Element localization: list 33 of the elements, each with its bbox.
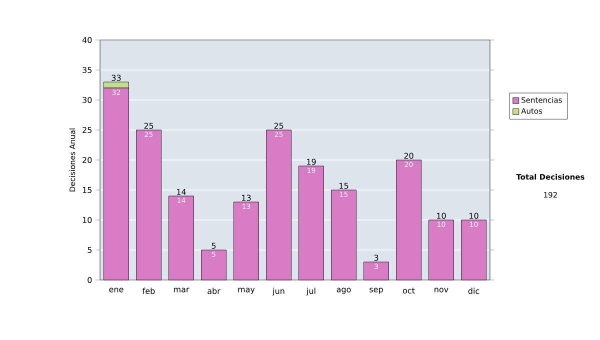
- y-tick-label: 10: [82, 216, 92, 224]
- x-tick-label: abr: [208, 288, 220, 294]
- x-tick-label: nov: [434, 288, 448, 292]
- y-tick-label: 25: [82, 126, 92, 134]
- y-tick-label: 30: [82, 96, 92, 104]
- total-label: 33: [112, 74, 121, 81]
- total-label: 19: [307, 158, 316, 165]
- y-tick-label: 0: [88, 276, 92, 284]
- total-label: 15: [340, 182, 348, 189]
- x-tick-label: mar: [174, 288, 190, 292]
- total-label: 14: [177, 188, 186, 195]
- y-tick-label: 5: [88, 247, 92, 253]
- y-tick-label: 15: [82, 187, 92, 193]
- total-label: 10: [470, 212, 478, 219]
- y-tick-label: 40: [82, 36, 92, 44]
- total-label: 13: [242, 194, 251, 201]
- y-tick-label: 20: [82, 156, 92, 164]
- x-tick-label: ago: [336, 288, 351, 294]
- total-label: 10: [437, 212, 446, 219]
- total-label: 25: [144, 122, 154, 129]
- x-tick-label: sep: [370, 288, 383, 294]
- x-tick-label: oct: [402, 288, 415, 294]
- x-tick-label: jul: [306, 288, 316, 296]
- x-tick-label: jun: [272, 288, 284, 296]
- total-label: 5: [212, 242, 216, 249]
- y-tick-label: 35: [82, 66, 92, 74]
- total-label: 25: [274, 122, 284, 129]
- x-tick-label: dic: [468, 288, 480, 294]
- x-tick-label: ene: [109, 288, 124, 292]
- x-tick-label: feb: [142, 288, 155, 294]
- total-label: 3: [374, 254, 378, 261]
- total-label: 20: [404, 152, 414, 159]
- x-tick-label: may: [238, 288, 255, 294]
